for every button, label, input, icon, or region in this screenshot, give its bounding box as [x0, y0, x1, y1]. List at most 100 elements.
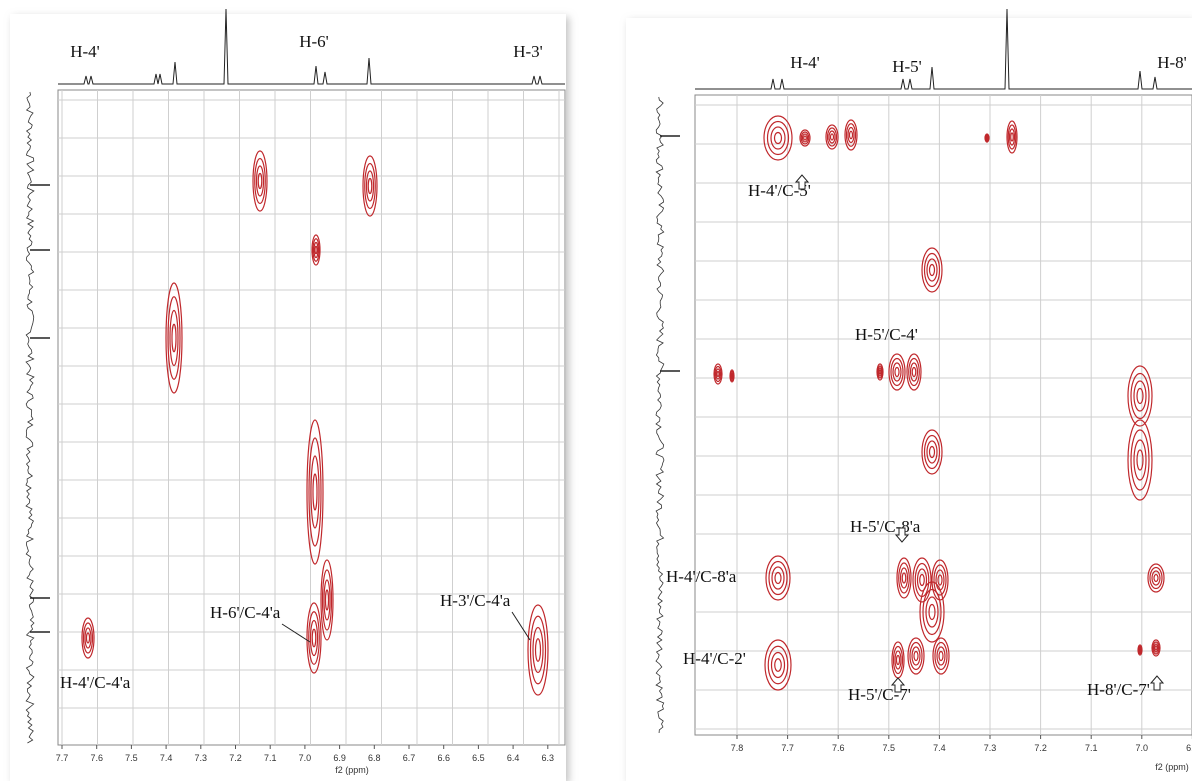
x-tick-label: 7.5 [883, 743, 896, 753]
projection-trace [25, 91, 35, 744]
cross-peak-label: H-4'/C-2' [683, 649, 746, 668]
contour [1136, 449, 1144, 471]
x-tick-label: 6.9 [333, 753, 346, 763]
contour [252, 150, 268, 212]
contour [923, 252, 941, 288]
x-tick-label: 6.6 [437, 753, 450, 763]
x-tick-label: 6.8 [368, 753, 381, 763]
contour [1133, 380, 1147, 412]
x-tick-label: 7.7 [781, 743, 794, 753]
contour [764, 639, 792, 691]
contour [1149, 566, 1163, 590]
contour [1127, 419, 1153, 501]
contour [314, 245, 318, 255]
contour [901, 572, 907, 584]
x-axis-label: f2 (ppm) [1155, 762, 1189, 772]
contour [255, 165, 265, 197]
contour [938, 650, 944, 662]
contour [847, 126, 855, 144]
contour [895, 654, 901, 666]
contour [311, 234, 321, 266]
contour [825, 124, 839, 150]
cross-peak-label: H-3'/C-4'a [440, 591, 511, 610]
contour [894, 650, 902, 670]
contour [909, 362, 919, 382]
contour [165, 282, 183, 394]
contour [877, 365, 883, 379]
cross-peak-label: H-6'/C-4'a [210, 603, 281, 622]
contour [906, 353, 922, 391]
x-tick-label: 7.0 [299, 753, 312, 763]
contour [928, 603, 936, 621]
contour [169, 309, 179, 367]
leader-line [511, 611, 531, 641]
contour [765, 555, 791, 601]
contour [715, 368, 721, 380]
projection-trace [695, 8, 1192, 90]
x-tick-label: 7.0 [1136, 743, 1149, 753]
contour [985, 136, 989, 140]
contour [803, 135, 807, 141]
plot-area [694, 94, 1192, 736]
panel-right [626, 18, 1192, 781]
contour [912, 557, 932, 603]
contour [367, 177, 373, 195]
x-tick-label: 6.7 [403, 753, 416, 763]
contour [1127, 365, 1153, 427]
contour [928, 263, 936, 277]
contour [925, 596, 939, 628]
contour [932, 637, 950, 675]
x-tick-label: 6.3 [542, 753, 555, 763]
contour [1153, 643, 1159, 653]
contour [913, 650, 919, 662]
contour [907, 637, 925, 675]
x-tick-label: 7.4 [933, 743, 946, 753]
contour [1138, 648, 1142, 652]
contour [312, 238, 320, 262]
contour [770, 651, 786, 679]
x-tick-label: 7.7 [56, 753, 69, 763]
contour [365, 170, 375, 202]
contour [1152, 641, 1160, 655]
peak-label: H-3' [513, 42, 543, 61]
x-tick-label: 7.4 [160, 753, 173, 763]
contour [323, 579, 331, 621]
contour [324, 589, 330, 611]
contour [896, 557, 912, 599]
x-tick-label: 7.5 [125, 753, 138, 763]
x-tick-label: 7.2 [229, 753, 242, 763]
contour [774, 571, 782, 585]
contour [308, 611, 320, 665]
contour [763, 115, 793, 161]
x-tick-label: 7.6 [832, 743, 845, 753]
contour [844, 119, 858, 151]
contour [1010, 132, 1014, 142]
contour [876, 363, 884, 381]
contour [529, 615, 547, 685]
x-tick-label: 6.4 [507, 753, 520, 763]
contour [774, 658, 782, 672]
plot-area [57, 89, 566, 746]
contour [799, 129, 811, 147]
x-tick-label: 7.1 [1085, 743, 1098, 753]
contour [829, 133, 835, 141]
contour [306, 602, 322, 674]
contour [888, 353, 906, 391]
cross-peak-label: H-4'/C-5' [748, 181, 811, 200]
cross-peak-label: H-8'/C-7' [1087, 680, 1150, 699]
contour [934, 641, 948, 671]
contour [308, 437, 322, 547]
contour [257, 172, 263, 190]
contour [716, 370, 720, 378]
contour [908, 357, 920, 387]
contour [771, 566, 785, 590]
peak-label: H-4' [70, 42, 100, 61]
contour [84, 627, 92, 649]
contour [921, 247, 943, 293]
contour [534, 638, 542, 662]
x-tick-label: 6.9 [1186, 743, 1192, 753]
contour [730, 373, 734, 379]
contour [919, 573, 925, 587]
contour [766, 120, 790, 156]
